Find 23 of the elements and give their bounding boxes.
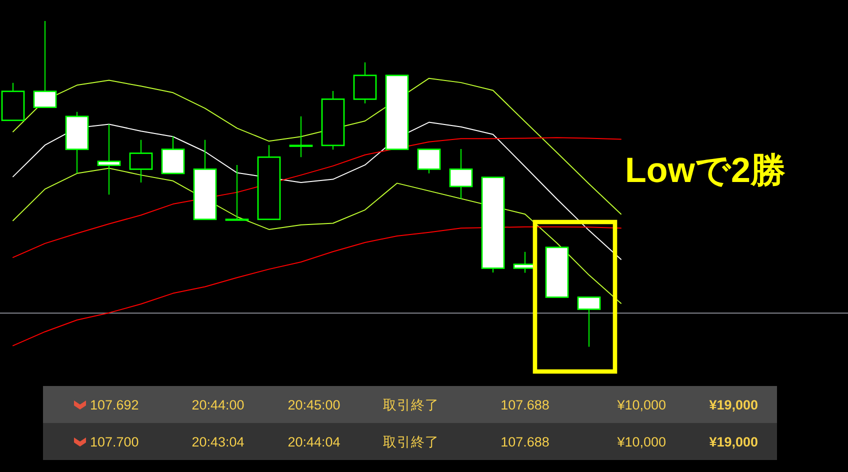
text: 20:44:00 xyxy=(192,398,244,412)
candlestick xyxy=(449,148,473,200)
candlestick xyxy=(417,148,441,174)
candlestick xyxy=(33,20,57,108)
text: 取引終了 xyxy=(383,398,439,412)
candlestick xyxy=(225,164,249,221)
text: ¥10,000 xyxy=(616,434,666,450)
candlestick xyxy=(289,116,313,158)
annotation: Lowで2勝 xyxy=(625,151,786,190)
candlestick xyxy=(129,139,153,184)
text: 20:44:04 xyxy=(288,434,341,450)
text: ¥19,000 xyxy=(709,398,758,412)
text: 107.692 xyxy=(90,398,139,412)
text: 107.688 xyxy=(500,434,550,450)
text: 20:43:04 xyxy=(192,434,245,450)
text: 107.688 xyxy=(500,398,550,412)
candlestick xyxy=(353,62,377,104)
text: ¥19,000 xyxy=(709,434,758,450)
text: 20:45:00 xyxy=(288,398,340,412)
text: ¥10,000 xyxy=(616,398,666,412)
candlestick xyxy=(577,296,601,348)
text: 取引終了 xyxy=(383,434,439,450)
text: 107.700 xyxy=(90,434,139,450)
